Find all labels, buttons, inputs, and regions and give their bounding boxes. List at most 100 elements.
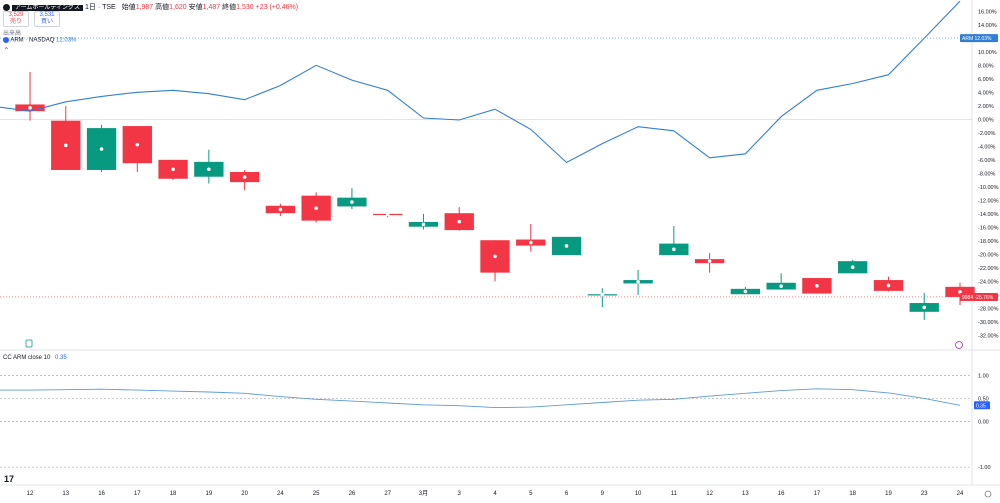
compare-value: 12.03% [56, 37, 77, 44]
x-tick-label: 12 [27, 491, 34, 497]
x-tick-label: 5 [529, 491, 533, 497]
x-tick-label: 19 [206, 491, 213, 497]
y-tick-label: -16.00% [978, 225, 999, 231]
x-tick-label: 3月 [419, 490, 428, 497]
y-tick-label: -20.00% [978, 252, 999, 258]
candle-marker [779, 284, 783, 288]
main-price-badge: 9984 -25.76% [960, 292, 998, 301]
x-tick-label: 13 [62, 491, 69, 497]
buy-button[interactable]: 3,531 買い [34, 11, 60, 27]
volume-label[interactable]: 出来高 [3, 31, 22, 37]
y-tick-label: 2.00% [978, 104, 994, 110]
indicator-value-badge: 0.35 [974, 401, 990, 410]
dividend-icon[interactable] [955, 341, 963, 349]
buy-price: 3,531 [39, 12, 55, 18]
y-tick-label: -12.00% [978, 198, 999, 204]
svg-text:ARM 12.03%: ARM 12.03% [962, 36, 992, 42]
compare-symbol: ARM [10, 37, 24, 44]
indicator-y-tick: 1.00 [978, 373, 989, 379]
x-tick-label: 25 [313, 491, 320, 497]
indicator-value: 0.35 [55, 355, 67, 361]
svg-text:0.35: 0.35 [976, 403, 986, 409]
y-tick-label: -24.00% [978, 279, 999, 285]
x-tick-label: 16 [98, 491, 105, 497]
indicator-legend[interactable]: CC ARM close 10 0.35 [3, 355, 67, 361]
c-label: 終値 [222, 4, 237, 11]
candle-marker [457, 219, 462, 224]
x-tick-label: 26 [349, 491, 356, 497]
arm-compare-line[interactable] [0, 0, 961, 164]
y-tick-label: -4.00% [978, 144, 996, 150]
candle-marker [385, 212, 390, 217]
indicator-title: CC ARM close 10 [3, 355, 51, 361]
candle-marker [922, 305, 927, 310]
compare-legend[interactable]: ARM · NASDAQ 12.03% [3, 37, 76, 44]
y-tick-label: 10.00% [978, 50, 997, 56]
symbol-title[interactable]: アームホールディングス [11, 5, 83, 11]
y-tick-label: -22.00% [978, 266, 999, 272]
y-tick-label: 4.00% [978, 90, 994, 96]
y-tick-label: -14.00% [978, 212, 999, 218]
tradingview-logo-icon[interactable]: 17 [4, 474, 14, 484]
y-tick-label: -18.00% [978, 239, 999, 245]
sell-label: 売り [9, 19, 22, 25]
candle-marker [850, 265, 855, 270]
h-label: 高値 [155, 4, 170, 11]
y-tick-label: -8.00% [978, 171, 996, 177]
arm-price-badge: ARM 12.03% [960, 34, 998, 43]
y-tick-label: -6.00% [978, 158, 996, 164]
sell-button[interactable]: 3,529 売り [3, 11, 29, 27]
candle-marker [600, 292, 605, 297]
x-tick-label: 19 [885, 491, 892, 497]
x-tick-label: 27 [384, 491, 391, 497]
x-tick-label: 3 [458, 491, 462, 497]
indicator-line[interactable] [0, 388, 961, 409]
symbol-icon[interactable] [3, 3, 10, 11]
x-tick-label: 11 [671, 491, 678, 497]
interval-label[interactable]: 1日 [84, 4, 96, 11]
x-tick-label: 9 [601, 491, 605, 497]
l-label: 安値 [188, 4, 203, 11]
candle-marker [350, 200, 354, 204]
svg-text:9984 -25.76%: 9984 -25.76% [962, 295, 994, 301]
h-value: 1,620 [169, 4, 187, 11]
candle-marker [207, 167, 211, 172]
candle-marker [528, 240, 533, 245]
candle-marker [672, 247, 676, 252]
compare-exchange: NASDAQ [29, 37, 55, 44]
gear-icon[interactable] [984, 490, 992, 498]
candle-marker [886, 283, 891, 288]
exchange-label: TSE [102, 4, 116, 11]
x-tick-label: 18 [849, 491, 856, 497]
y-tick-label: -32.00% [978, 333, 999, 339]
x-tick-label: 18 [170, 491, 177, 497]
candle-marker [493, 254, 497, 259]
y-tick-label: -28.00% [978, 306, 999, 312]
x-tick-label: 17 [134, 491, 141, 497]
sell-price: 3,529 [8, 12, 24, 18]
x-tick-label: 24 [957, 491, 964, 497]
y-tick-label: 0.00% [978, 117, 994, 123]
c-value: 1,530 [236, 4, 254, 11]
y-tick-label: -10.00% [978, 185, 999, 191]
legend-header: アームホールディングス 1日 · TSE 始値1,987 高値1,620 安値1… [3, 2, 298, 12]
compare-icon [3, 37, 9, 43]
candle-marker [99, 147, 104, 151]
earnings-icon[interactable] [25, 339, 33, 348]
y-tick-label: 16.00% [978, 9, 997, 15]
y-tick-label: 6.00% [978, 77, 994, 83]
indicator-y-tick: 0.00 [978, 419, 989, 425]
x-tick-label: 17 [814, 491, 821, 497]
candle-marker [743, 289, 748, 294]
candle-marker [421, 222, 426, 227]
buy-label: 買い [40, 19, 53, 25]
indicator-y-tick: -1.00 [978, 465, 991, 471]
collapse-icon[interactable]: ⌃ [3, 46, 10, 55]
candle-marker [564, 244, 569, 248]
l-value: 1,487 [202, 4, 221, 11]
x-tick-label: 6 [565, 491, 569, 497]
x-tick-label: 10 [635, 491, 642, 497]
x-tick-label: 12 [706, 491, 713, 497]
x-tick-label: 23 [921, 491, 928, 497]
